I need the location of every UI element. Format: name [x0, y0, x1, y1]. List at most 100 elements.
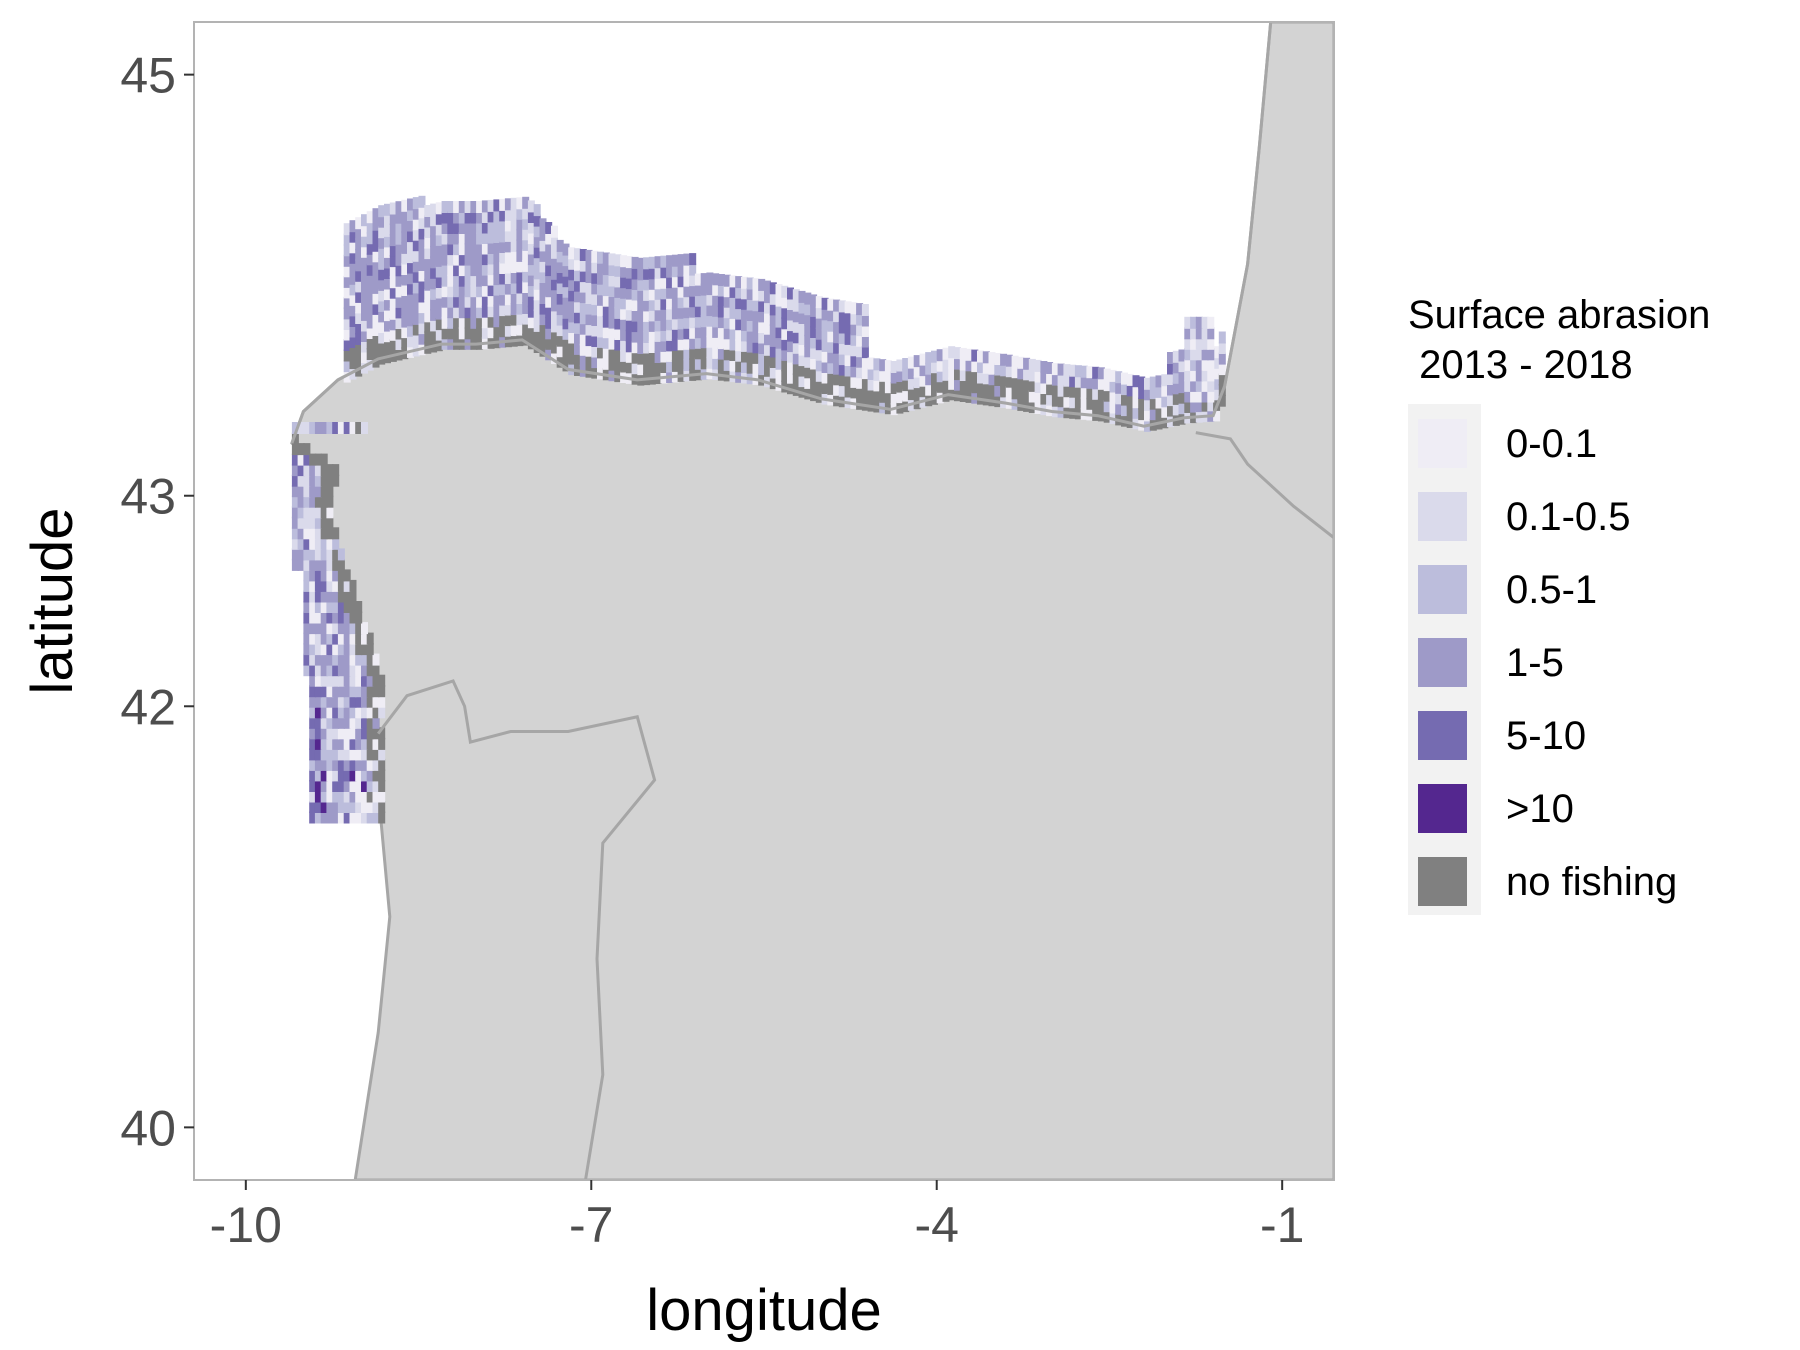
abrasion-cell [637, 321, 645, 333]
abrasion-cell [481, 253, 489, 266]
abrasion-cell [1190, 379, 1198, 392]
abrasion-cell [314, 790, 322, 803]
abrasion-cell [343, 611, 351, 624]
abrasion-cell [326, 748, 334, 761]
abrasion-cell [1138, 397, 1146, 410]
abrasion-cell [954, 378, 961, 391]
abrasion-cell [769, 313, 777, 326]
abrasion-cell [562, 296, 570, 309]
abrasion-cell [453, 327, 461, 340]
abrasion-cell [666, 276, 674, 289]
abrasion-cell [815, 306, 823, 319]
abrasion-cell [1207, 379, 1215, 392]
abrasion-cell [309, 790, 317, 803]
abrasion-cell [441, 285, 449, 298]
abrasion-cell [424, 215, 432, 228]
abrasion-cell [1017, 377, 1025, 390]
abrasion-cell [378, 780, 386, 792]
abrasion-cell [499, 219, 507, 232]
abrasion-cell [660, 350, 668, 363]
abrasion-cell [654, 329, 662, 342]
abrasion-cell [303, 590, 311, 603]
abrasion-cell [1190, 337, 1198, 350]
abrasion-cell [798, 312, 806, 324]
abrasion-cell [562, 359, 570, 372]
abrasion-cell [1218, 342, 1226, 354]
legend-label: 0.5-1 [1506, 568, 1597, 612]
abrasion-cell [1167, 404, 1174, 417]
abrasion-cell [470, 264, 478, 277]
abrasion-cell [625, 298, 633, 311]
abrasion-cell [476, 253, 484, 266]
abrasion-cell [677, 264, 685, 277]
abrasion-cell [458, 243, 466, 256]
abrasion-cell [787, 350, 794, 363]
abrasion-cell [441, 306, 449, 319]
abrasion-cell [487, 294, 495, 307]
abrasion-cell [965, 369, 973, 382]
abrasion-cell [337, 632, 345, 645]
abrasion-cell [487, 242, 495, 254]
abrasion-cell [1080, 397, 1088, 410]
abrasion-cell [907, 367, 915, 380]
abrasion-cell [435, 212, 443, 225]
abrasion-cell [844, 375, 852, 387]
abrasion-cell [366, 716, 374, 729]
abrasion-cell [689, 358, 697, 371]
abrasion-cell [504, 219, 512, 232]
abrasion-cell [458, 253, 466, 266]
abrasion-cell [447, 285, 455, 298]
abrasion-cell [643, 362, 651, 375]
abrasion-cell [395, 274, 403, 287]
abrasion-cell [533, 298, 541, 311]
abrasion-cell [752, 278, 760, 291]
abrasion-cell [735, 276, 743, 289]
abrasion-cell [297, 548, 305, 561]
abrasion-cell [890, 371, 898, 384]
abrasion-cell [343, 349, 351, 362]
abrasion-cell [516, 260, 524, 273]
country-border-1 [377, 679, 657, 1180]
abrasion-cell [372, 281, 380, 294]
abrasion-cell [309, 622, 317, 635]
abrasion-cell [389, 328, 397, 341]
abrasion-cell [931, 382, 938, 395]
abrasion-cell [850, 365, 858, 378]
abrasion-cell [343, 622, 351, 635]
abrasion-cell [602, 347, 610, 360]
abrasion-cell [758, 342, 766, 354]
abrasion-cell [337, 622, 345, 635]
abrasion-cell [1126, 373, 1134, 386]
abrasion-cell [954, 368, 961, 381]
abrasion-cell [815, 380, 823, 393]
abrasion-cell [758, 363, 766, 376]
abrasion-cell [418, 195, 426, 208]
abrasion-cell [332, 590, 340, 603]
abrasion-cell [729, 306, 737, 319]
abrasion-cell [637, 310, 645, 323]
abrasion-cell [925, 373, 933, 386]
abrasion-cell [309, 653, 317, 666]
abrasion-cell [574, 321, 581, 334]
abrasion-cell [591, 345, 599, 358]
abrasion-cell [309, 558, 317, 571]
abrasion-cell [527, 232, 535, 244]
abrasion-cell [510, 250, 518, 263]
abrasion-cell [389, 276, 397, 289]
abrasion-cell [314, 632, 322, 645]
abrasion-cell [579, 333, 587, 346]
abrasion-cell [355, 748, 363, 761]
abrasion-cell [361, 330, 368, 342]
abrasion-cell [741, 297, 748, 310]
abrasion-cell [349, 674, 357, 687]
abrasion-cell [614, 338, 622, 351]
abrasion-cell [654, 308, 662, 321]
abrasion-cell [487, 252, 495, 265]
abrasion-cell [343, 569, 351, 582]
abrasion-cell [741, 287, 748, 300]
abrasion-cell [907, 356, 915, 369]
abrasion-cell [551, 225, 558, 238]
abrasion-cell [769, 345, 777, 358]
abrasion-cell [694, 305, 702, 318]
abrasion-cell [585, 271, 593, 283]
